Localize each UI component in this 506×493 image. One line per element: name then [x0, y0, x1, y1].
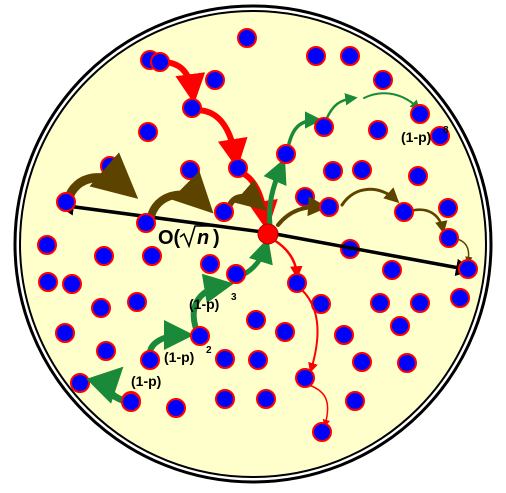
network-node-20	[200, 254, 220, 274]
prob-label-8-exp: 8	[443, 125, 449, 136]
network-node-4	[205, 70, 225, 90]
prob-label-3-exp: 3	[231, 292, 237, 303]
brown-arrow-4	[276, 196, 328, 227]
brown-arrow-1	[63, 152, 139, 205]
prob-label-8: (1-p)	[401, 129, 431, 145]
network-node-41	[166, 398, 186, 418]
network-node-24	[91, 298, 111, 318]
network-node-13	[430, 126, 450, 146]
path-node-6	[276, 144, 296, 164]
source-node	[257, 223, 279, 245]
network-node-5	[373, 70, 393, 90]
network-node-23	[438, 198, 458, 218]
network-node-30	[246, 310, 266, 330]
network-node-36	[352, 352, 372, 372]
sqrt-symbol	[179, 225, 213, 249]
node-layer	[37, 28, 470, 418]
network-node-2	[306, 46, 326, 66]
path-node-8	[410, 104, 430, 124]
path-node-11	[439, 228, 459, 248]
path-node-9	[319, 197, 339, 217]
prob-label-2: (1-p)	[164, 349, 194, 365]
network-node-28	[410, 293, 430, 313]
path-node-15	[312, 422, 332, 442]
diameter-line-right	[269, 231, 474, 277]
network-node-31	[275, 322, 295, 342]
network-node-34	[215, 349, 235, 369]
network-node-44	[390, 316, 410, 336]
path-node-18	[140, 350, 160, 370]
network-node-33	[96, 341, 116, 361]
network-node-11	[352, 160, 372, 180]
network-node-38	[70, 373, 90, 393]
network-node-32	[334, 325, 354, 345]
path-node-12	[458, 259, 478, 279]
network-node-19	[62, 274, 82, 294]
green-arrow-6	[286, 111, 323, 150]
network-node-39	[256, 389, 276, 409]
path-node-16	[226, 264, 246, 284]
diameter-label: O(	[158, 227, 181, 249]
path-node-layer	[56, 52, 478, 442]
network-node-9	[180, 160, 200, 180]
network-node-25	[127, 292, 147, 312]
network-node-12	[408, 166, 428, 186]
network-node-45	[450, 288, 470, 308]
network-disk	[19, 10, 487, 478]
green-path-upper	[263, 92, 421, 229]
path-node-13	[287, 273, 307, 293]
network-node-8	[100, 156, 120, 176]
path-node-4	[136, 213, 156, 233]
network-node-15	[37, 235, 57, 255]
red-arrow-5	[301, 289, 319, 373]
prob-label-2-exp: 2	[206, 345, 212, 356]
brown-arrow-5	[340, 187, 400, 207]
path-node-14	[295, 368, 315, 388]
network-node-16	[94, 246, 114, 266]
prob-label-1: (1-p)	[131, 373, 161, 389]
green-arrow-8	[363, 92, 421, 111]
green-arrow-7	[324, 93, 358, 122]
network-disk-outer	[13, 4, 493, 484]
path-node-7	[314, 117, 334, 137]
network-node-29	[55, 323, 75, 343]
path-node-1	[182, 98, 202, 118]
diameter-label-close: )	[213, 227, 220, 249]
path-node-5	[56, 192, 76, 212]
path-node-19	[121, 392, 141, 412]
prob-label-3: (1-p)	[189, 296, 219, 312]
green-arrow-5	[263, 158, 287, 229]
network-node-0	[237, 28, 257, 48]
network-node-43	[215, 389, 235, 409]
path-node-0	[150, 52, 170, 72]
network-node-22	[382, 260, 402, 280]
network-node-35	[248, 350, 268, 370]
network-node-10	[323, 161, 343, 181]
path-node-3	[214, 202, 234, 222]
network-node-6	[138, 122, 158, 142]
network-node-3	[340, 46, 360, 66]
network-node-17	[142, 246, 162, 266]
network-node-40	[345, 391, 365, 411]
network-node-18	[38, 272, 58, 292]
red-arrow-4	[272, 238, 303, 279]
network-node-7	[368, 120, 388, 140]
network-node-14	[295, 187, 315, 207]
path-node-10	[394, 202, 414, 222]
diameter-line	[56, 198, 271, 235]
path-node-2	[228, 158, 248, 178]
path-node-17	[190, 326, 210, 346]
diameter-variable: n	[197, 227, 209, 249]
network-node-37	[397, 353, 417, 373]
network-node-27	[370, 293, 390, 313]
